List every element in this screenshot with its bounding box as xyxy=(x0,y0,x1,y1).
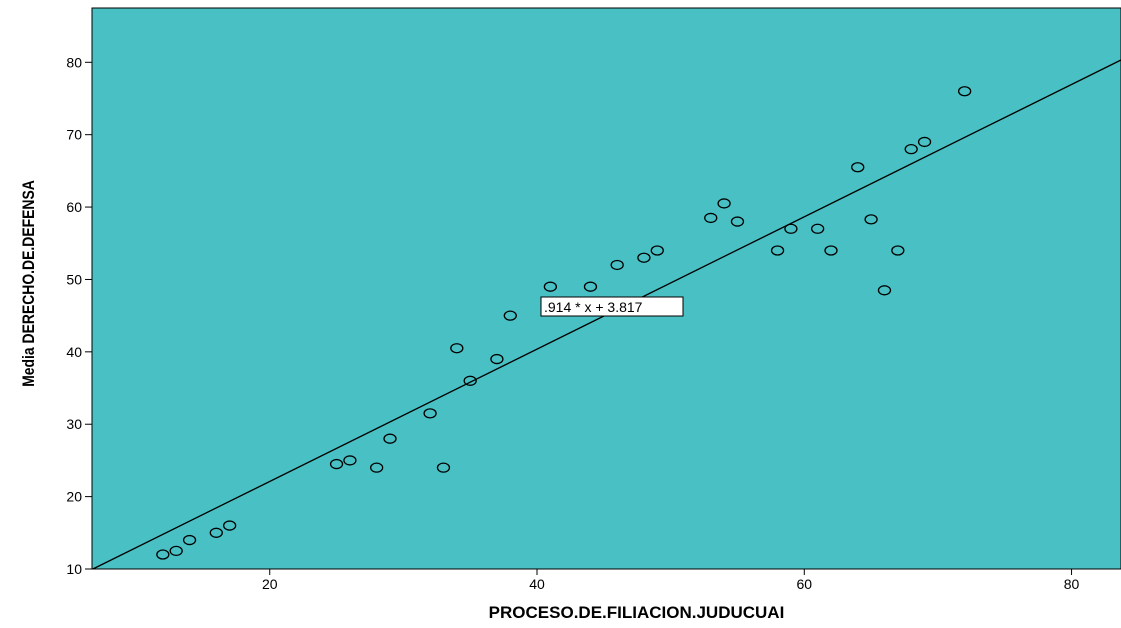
data-point xyxy=(904,144,918,155)
data-point xyxy=(610,259,624,271)
y-tick-label: 60 xyxy=(66,199,82,215)
y-axis: 10 20 30 40 50 60 70 80 xyxy=(66,54,92,577)
y-tick-label: 30 xyxy=(66,416,82,432)
data-point xyxy=(383,433,397,444)
data-point xyxy=(717,198,731,209)
y-tick-label: 10 xyxy=(66,561,82,577)
data-point xyxy=(770,245,785,256)
data-point xyxy=(957,86,972,97)
data-point xyxy=(704,212,718,224)
data-point xyxy=(343,455,357,466)
data-point xyxy=(917,136,932,148)
y-tick-label: 70 xyxy=(66,127,82,143)
x-tick-label: 60 xyxy=(796,576,812,592)
data-point xyxy=(436,462,451,473)
data-point xyxy=(169,545,183,557)
fit-equation-box xyxy=(540,296,684,317)
data-point xyxy=(650,245,664,256)
x-tick-label: 40 xyxy=(529,576,545,592)
data-point xyxy=(463,375,477,386)
data-point xyxy=(877,285,892,296)
data-point xyxy=(182,534,197,546)
data-point xyxy=(423,408,437,419)
data-point xyxy=(824,245,838,256)
x-axis: 20 40 60 80 xyxy=(262,569,1080,592)
data-points xyxy=(156,86,972,560)
x-tick-label: 80 xyxy=(1064,576,1080,592)
data-point xyxy=(369,462,384,473)
x-tick-label: 20 xyxy=(262,576,278,592)
data-point xyxy=(222,520,237,531)
data-point xyxy=(637,252,651,263)
data-point xyxy=(503,310,517,321)
y-axis-title: Media DERECHO.DE.DEFENSA xyxy=(20,180,39,387)
data-point xyxy=(864,214,878,225)
data-point xyxy=(851,162,865,173)
data-point xyxy=(583,281,598,292)
y-tick-label: 20 xyxy=(66,489,82,505)
data-point xyxy=(784,223,798,234)
data-point xyxy=(730,216,745,227)
y-tick-label: 80 xyxy=(66,54,82,70)
data-point xyxy=(543,281,558,292)
fit-equation-label-group: .914 * x + 3.817 xyxy=(540,296,684,317)
data-point xyxy=(490,353,504,365)
y-tick-label: 50 xyxy=(66,271,82,287)
data-point xyxy=(891,245,905,256)
fit-equation-label: .914 * x + 3.817 xyxy=(544,299,643,315)
plot-area xyxy=(91,7,1121,570)
data-point xyxy=(329,458,344,470)
data-point xyxy=(156,549,170,560)
data-point xyxy=(450,343,464,354)
x-axis-title: PROCESO.DE.FILIACION.JUDUCUAI xyxy=(489,603,785,622)
y-tick-label: 40 xyxy=(66,344,82,360)
data-point xyxy=(810,223,825,234)
data-point xyxy=(209,527,223,538)
